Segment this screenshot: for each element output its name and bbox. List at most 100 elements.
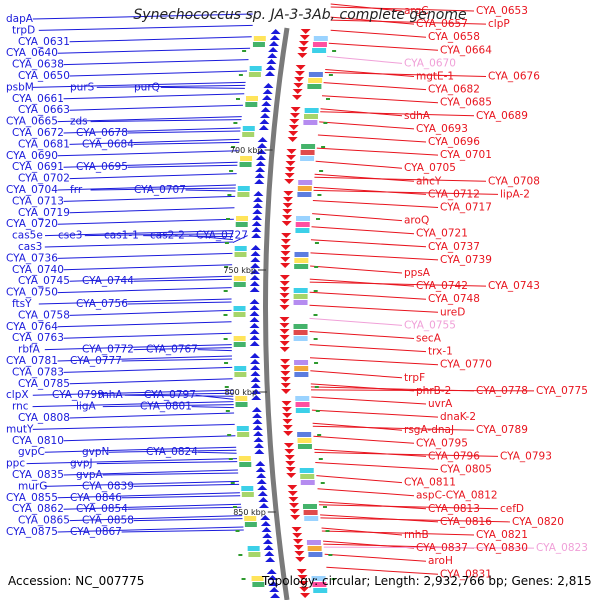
right-gene-label[interactable]: dnaK-2 — [440, 411, 476, 423]
left-gene-label[interactable]: zds — [70, 116, 88, 128]
left-gene-label[interactable]: CYA_0713 — [12, 195, 64, 207]
left-gene-label[interactable]: CYA_0750 — [6, 287, 58, 299]
right-gene-label[interactable]: CYA_0793 — [500, 450, 552, 462]
left-gene-label[interactable]: CYA_0824 — [146, 446, 198, 458]
right-gene-label[interactable]: CYA_0689 — [476, 110, 528, 122]
right-gene-label[interactable]: rsgA-dnaJ — [404, 424, 454, 436]
left-gene-label[interactable]: CYA_0854 — [76, 503, 128, 515]
left-gene-label[interactable]: CYA_0756 — [76, 298, 128, 310]
left-gene-label[interactable]: cas1-1 — [104, 230, 139, 242]
left-gene-label[interactable]: CYA_0661 — [12, 93, 64, 105]
right-gene-label[interactable]: CYA_0748 — [428, 293, 480, 305]
left-gene-label[interactable]: rnc — [12, 401, 29, 413]
left-gene-label[interactable]: CYA_0855 — [6, 492, 58, 504]
right-gene-label[interactable]: CYA_0811 — [404, 477, 456, 489]
left-gene-label[interactable]: CYA_0801 — [140, 401, 192, 413]
left-gene-label[interactable]: CYA_0672 — [12, 127, 64, 139]
left-gene-label[interactable]: CYA_0835 — [12, 469, 64, 481]
right-gene-label[interactable]: CYA_0712 — [428, 188, 480, 200]
left-gene-label[interactable]: frr — [70, 184, 83, 196]
left-gene-label[interactable]: gvpC — [18, 446, 45, 458]
left-gene-label[interactable]: CYA_0690 — [6, 150, 58, 162]
right-gene-label[interactable]: CYA_0796 — [428, 450, 480, 462]
left-gene-label[interactable]: trpD — [12, 24, 35, 36]
right-gene-label[interactable]: rnhB — [404, 529, 429, 541]
left-gene-label[interactable]: CYA_0865 — [18, 515, 70, 527]
right-gene-label[interactable]: CYA_0743 — [488, 280, 540, 292]
left-gene-label[interactable]: CYA_0681 — [18, 138, 70, 150]
left-gene-label[interactable]: CYA_0663 — [18, 104, 70, 116]
left-gene-label[interactable]: CYA_0867 — [70, 526, 122, 538]
right-gene-label[interactable]: cefD — [500, 503, 524, 515]
left-gene-label[interactable]: CYA_0665 — [6, 116, 58, 128]
right-gene-label[interactable]: CYA_0805 — [440, 464, 492, 476]
left-gene-label[interactable]: CYA_0783 — [12, 366, 64, 378]
left-gene-label[interactable]: gvpN — [82, 446, 109, 458]
left-gene-label[interactable]: CYA_0858 — [82, 515, 134, 527]
right-gene-label[interactable]: sdhA — [404, 110, 431, 122]
right-gene-label[interactable]: aroH — [428, 555, 453, 567]
left-gene-label[interactable]: CYA_0704 — [6, 184, 58, 196]
right-gene-label[interactable]: CYA_0739 — [440, 254, 492, 266]
left-gene-label[interactable]: cas5e — [12, 230, 43, 242]
right-gene-label[interactable]: CYA_0831 — [440, 568, 492, 580]
right-gene-label[interactable]: argC — [404, 5, 429, 17]
left-gene-label[interactable]: CYA_0631 — [18, 36, 70, 48]
left-gene-label[interactable]: ligA — [76, 401, 96, 413]
right-gene-label[interactable]: CYA_0737 — [428, 241, 480, 253]
right-gene-label[interactable]: CYA_0837 — [416, 542, 468, 554]
right-gene-label[interactable]: CYA_0742 — [416, 280, 468, 292]
right-gene-label[interactable]: CYA_0789 — [476, 424, 528, 436]
right-gene-label[interactable]: CYA_0721 — [416, 228, 468, 240]
left-gene-label[interactable]: gvpA — [76, 469, 104, 481]
right-gene-label[interactable]: CYA_0696 — [428, 136, 480, 148]
right-gene-label[interactable]: CYA_0705 — [404, 162, 456, 174]
left-gene-label[interactable]: cse3 — [58, 230, 82, 242]
left-gene-label[interactable]: CYA_0720 — [6, 218, 58, 230]
left-gene-label[interactable]: psbM — [6, 81, 34, 93]
right-gene-label[interactable]: CYA_0755 — [404, 319, 456, 331]
right-gene-label[interactable]: CYA_0813 — [428, 503, 480, 515]
left-gene-label[interactable]: CYA_0758 — [18, 309, 70, 321]
right-gene-label[interactable]: CYA_0685 — [440, 97, 492, 109]
right-gene-label[interactable]: CYA_0823 — [536, 542, 588, 554]
right-gene-label[interactable]: CYA_0775 — [536, 385, 588, 397]
right-gene-label[interactable]: CYA_0657 — [416, 18, 468, 30]
left-gene-label[interactable]: cas3 — [18, 241, 42, 253]
left-gene-label[interactable]: rnhA — [98, 389, 123, 401]
right-gene-label[interactable]: CYA_0830 — [476, 542, 528, 554]
left-gene-label[interactable]: CYA_0736 — [6, 252, 58, 264]
right-gene-label[interactable]: phrB-2 — [416, 385, 451, 397]
left-gene-label[interactable]: CYA_0777 — [70, 355, 122, 367]
left-gene-label[interactable]: CYA_0740 — [12, 264, 64, 276]
left-gene-label[interactable]: murG — [18, 480, 47, 492]
left-gene-label[interactable]: clpX — [6, 389, 29, 401]
right-gene-label[interactable]: aspC-CYA_0812 — [416, 490, 498, 502]
left-gene-label[interactable]: gvpJ — [70, 458, 93, 470]
right-gene-label[interactable]: uvrA — [428, 398, 453, 410]
right-gene-label[interactable]: trpF — [404, 372, 425, 384]
left-gene-label[interactable]: ppc — [6, 458, 25, 470]
right-gene-label[interactable]: CYA_0682 — [428, 84, 480, 96]
left-gene-label[interactable]: purQ — [134, 81, 160, 93]
right-gene-label[interactable]: ppsA — [404, 267, 431, 279]
left-gene-label[interactable]: CYA_0808 — [18, 412, 70, 424]
left-gene-label[interactable]: CYA_0772 — [82, 344, 134, 356]
left-gene-label[interactable]: CYA_0875 — [6, 526, 58, 538]
left-gene-label[interactable]: CYA_0764 — [6, 321, 58, 333]
left-gene-label[interactable]: CYA_0650 — [18, 70, 70, 82]
left-gene-label[interactable]: CYA_0640 — [6, 47, 58, 59]
left-gene-label[interactable]: CYA_0797 — [144, 389, 196, 401]
right-gene-label[interactable]: CYA_0816 — [440, 516, 492, 528]
right-gene-label[interactable]: CYA_0670 — [404, 57, 456, 69]
left-gene-label[interactable]: cas2-2 — [150, 230, 185, 242]
right-gene-label[interactable]: CYA_0693 — [416, 123, 468, 135]
right-gene-label[interactable]: CYA_0717 — [440, 202, 492, 214]
right-gene-label[interactable]: CYA_0653 — [476, 5, 528, 17]
left-gene-label[interactable]: CYA_0691 — [12, 161, 64, 173]
left-gene-label[interactable]: CYA_0744 — [82, 275, 134, 287]
right-gene-label[interactable]: CYA_0821 — [476, 529, 528, 541]
right-gene-label[interactable]: lipA-2 — [500, 188, 530, 200]
right-gene-label[interactable]: CYA_0820 — [512, 516, 564, 528]
right-gene-label[interactable]: trx-1 — [428, 346, 453, 358]
